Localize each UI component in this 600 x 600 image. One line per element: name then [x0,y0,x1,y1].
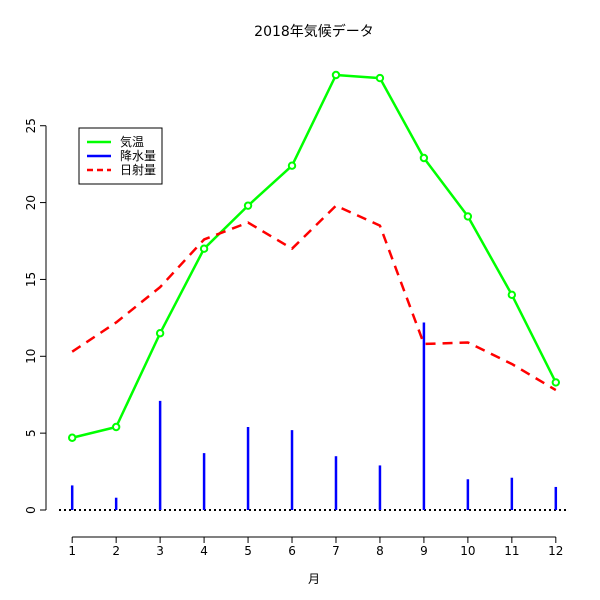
x-tick-label: 8 [376,544,384,558]
x-tick-label: 6 [288,544,296,558]
x-tick-label: 9 [420,544,428,558]
temperature-point [67,433,77,442]
temperature-point [419,153,429,163]
x-tick-label: 1 [68,544,76,558]
y-tick-label: 0 [24,506,38,514]
x-tick-label: 7 [332,544,340,558]
temperature-point [507,290,517,300]
x-tick-label: 3 [156,544,164,558]
temperature-point [375,73,385,83]
temperature-point [243,201,253,210]
x-tick-label: 2 [112,544,120,558]
temperature-point [287,161,297,170]
y-tick-label: 15 [24,272,38,287]
legend-label: 日射量 [120,162,156,177]
x-tick-label: 12 [548,544,563,558]
precipitation-bars [70,322,558,510]
temperature-point [155,329,165,338]
legend-label: 気温 [120,134,144,149]
y-tick-label: 5 [24,429,38,437]
y-tick-label: 10 [24,349,38,364]
temperature-point [551,378,561,387]
temperature-line [71,73,557,439]
x-tick-label: 11 [504,544,519,558]
x-tick-label: 10 [460,544,475,558]
temperature-point [331,70,341,80]
temperature-point [199,244,209,253]
series-lines [67,70,561,442]
x-tick-label: 5 [244,544,252,558]
legend-label: 降水量 [120,149,156,163]
temperature-point [463,212,473,221]
y-tick-label: 25 [24,118,38,133]
temperature-point [111,422,121,432]
x-tick-label: 4 [200,544,208,558]
x-axis-label: 月 [308,572,320,586]
y-tick-label: 20 [24,195,38,210]
solar-radiation-line [71,204,557,392]
chart-title: 2018年気候データ [254,23,374,40]
